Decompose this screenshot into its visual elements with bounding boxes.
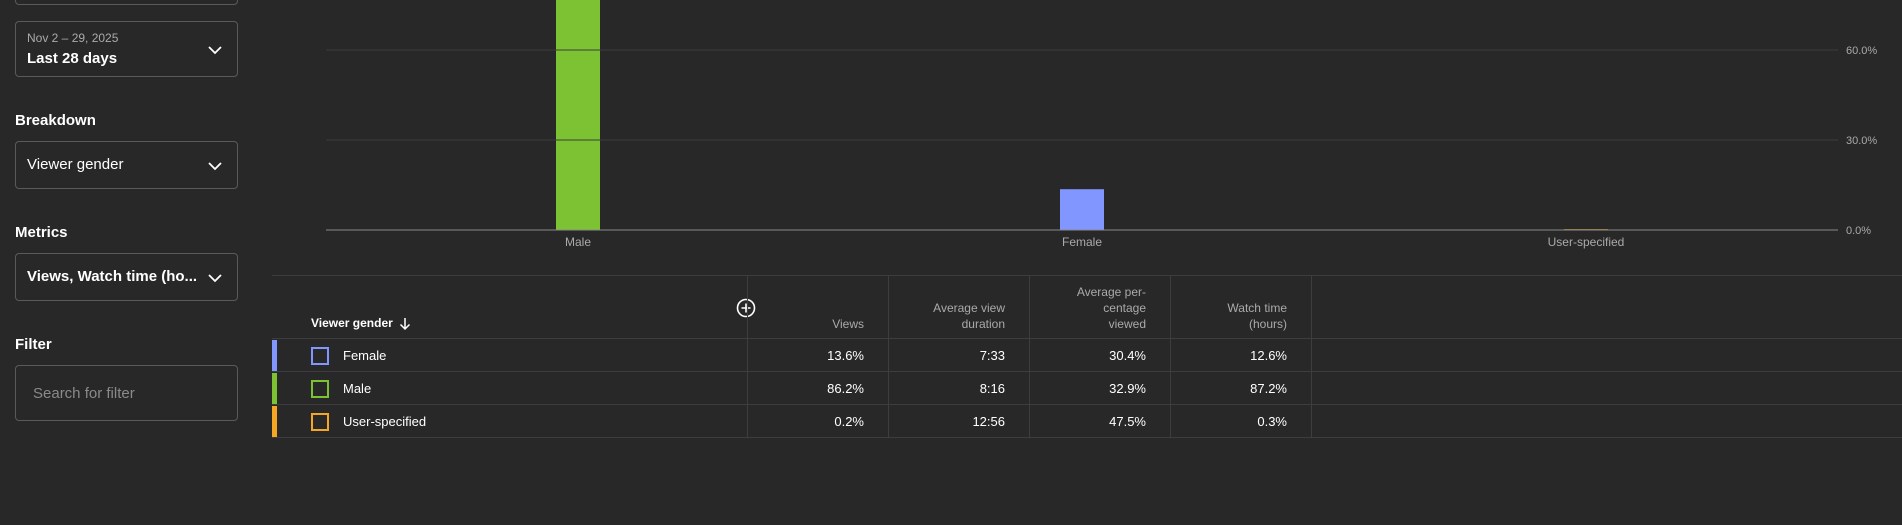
- breakdown-label: Breakdown: [15, 112, 96, 129]
- header-line: (hours): [1248, 317, 1287, 331]
- column-header-avg-percentage-viewed[interactable]: Average per- centage viewed: [1046, 284, 1146, 332]
- table-top-border: [272, 275, 1902, 276]
- bar-chart: Male Female User-specified 0.0% 30.0% 60.0%: [0, 0, 1902, 260]
- cell-views: 13.6%: [827, 348, 864, 363]
- metrics-value: Views, Watch time (ho...: [27, 268, 198, 285]
- table-row[interactable]: Female 13.6% 7:33 30.4% 12.6%: [272, 338, 1902, 372]
- x-tick-label: User-specified: [1548, 235, 1625, 249]
- cell-watch-time: 87.2%: [1250, 381, 1287, 396]
- column-divider: [1311, 276, 1312, 437]
- column-divider: [1170, 276, 1171, 437]
- table-row[interactable]: Male 86.2% 8:16 32.9% 87.2%: [272, 371, 1902, 405]
- cell-avg-percentage: 32.9%: [1109, 381, 1146, 396]
- row-checkbox[interactable]: [311, 380, 329, 398]
- filter-placeholder: Search for filter: [33, 385, 135, 402]
- row-name: Female: [343, 348, 387, 363]
- breakdown-value: Viewer gender: [27, 156, 124, 173]
- cell-views: 86.2%: [827, 381, 864, 396]
- column-header-avg-view-duration[interactable]: Average view duration: [905, 300, 1005, 332]
- date-range-value: Last 28 days: [27, 50, 118, 67]
- column-divider: [1029, 276, 1030, 437]
- cell-avg-percentage: 47.5%: [1109, 414, 1146, 429]
- bar-male: [556, 0, 600, 231]
- filter-search-input[interactable]: Search for filter: [15, 365, 238, 421]
- row-name: Male: [343, 381, 372, 396]
- column-header-views[interactable]: Views: [764, 316, 864, 332]
- y-tick-label: 60.0%: [1846, 45, 1877, 57]
- bar-female: [1060, 189, 1104, 230]
- breakdown-dropdown[interactable]: Viewer gender: [15, 141, 238, 189]
- date-range-sub: Nov 2 – 29, 2025: [27, 31, 119, 45]
- header-line: duration: [961, 317, 1005, 331]
- y-tick-label: 30.0%: [1846, 135, 1877, 147]
- cell-views: 0.2%: [834, 414, 864, 429]
- header-line: viewed: [1108, 317, 1146, 331]
- cell-avg-percentage: 30.4%: [1109, 348, 1146, 363]
- date-range-dropdown[interactable]: Nov 2 – 29, 2025 Last 28 days: [15, 21, 238, 77]
- header-line: centage: [1103, 301, 1146, 315]
- row-name: User-specified: [343, 414, 427, 429]
- cell-avg-view-duration: 7:33: [979, 348, 1005, 363]
- row-color-stripe: [272, 406, 277, 437]
- sort-arrow-down-icon[interactable]: [398, 316, 412, 332]
- bar-chart-svg: Male Female User-specified 0.0% 30.0% 60.0%: [326, 0, 1877, 249]
- chevron-down-icon: [208, 162, 222, 171]
- metrics-dropdown[interactable]: Views, Watch time (ho...: [15, 253, 238, 301]
- y-tick-label: 0.0%: [1846, 225, 1871, 237]
- cell-watch-time: 0.3%: [1257, 414, 1287, 429]
- row-checkbox[interactable]: [311, 347, 329, 365]
- chevron-down-icon: [208, 274, 222, 283]
- table-bottom-border: [272, 437, 1902, 438]
- row-checkbox[interactable]: [311, 413, 329, 431]
- column-header-viewer-gender[interactable]: Viewer gender: [311, 316, 393, 330]
- column-header-views-label: Views: [832, 317, 864, 331]
- cell-avg-view-duration: 12:56: [972, 414, 1005, 429]
- sidebar: Nov 2 – 29, 2025 Last 28 days Breakdown …: [0, 0, 270, 525]
- header-line: Average view: [933, 301, 1005, 315]
- chevron-down-icon: [208, 46, 222, 55]
- row-color-stripe: [272, 340, 277, 371]
- x-tick-label: Male: [565, 235, 591, 249]
- header-line: Watch time: [1227, 301, 1287, 315]
- cell-watch-time: 12.6%: [1250, 348, 1287, 363]
- column-divider: [747, 276, 748, 437]
- header-line: Average per-: [1076, 285, 1146, 299]
- filter-label: Filter: [15, 336, 52, 353]
- x-tick-label: Female: [1062, 235, 1102, 249]
- top-dropdown-partial[interactable]: [15, 0, 238, 5]
- row-color-stripe: [272, 373, 277, 404]
- table-row[interactable]: User-specified 0.2% 12:56 47.5% 0.3%: [272, 404, 1902, 438]
- metrics-label: Metrics: [15, 224, 68, 241]
- add-column-icon[interactable]: [736, 298, 756, 318]
- column-divider: [888, 276, 889, 437]
- cell-avg-view-duration: 8:16: [979, 381, 1005, 396]
- column-header-watch-time[interactable]: Watch time (hours): [1187, 300, 1287, 332]
